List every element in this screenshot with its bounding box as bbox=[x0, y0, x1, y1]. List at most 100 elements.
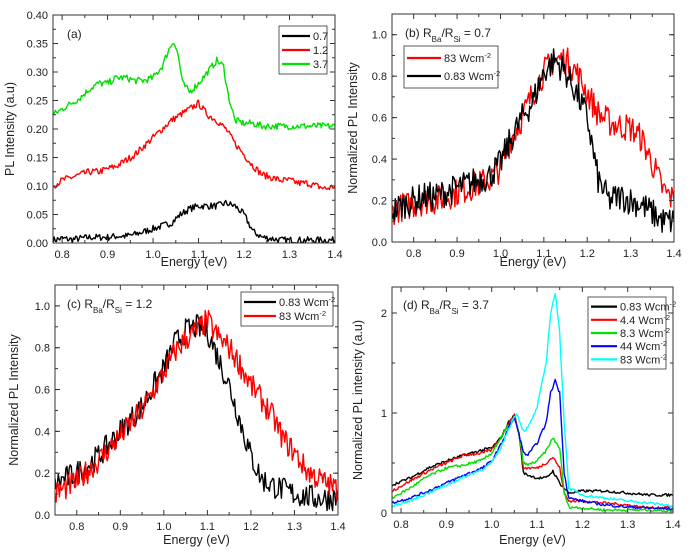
legend-label-part: 83 Wcm bbox=[444, 53, 484, 65]
x-tick-label: 1.3 bbox=[623, 248, 638, 260]
x-tick-label: 1.0 bbox=[484, 519, 499, 531]
panel-a: 0.8 0.9 1.0 1.1 1.2 1.3 1.4 0.00 0.05 0.10 0.15 0.2… bbox=[3, 10, 343, 269]
x-tick-label: 0.8 bbox=[54, 249, 69, 261]
y-tick-label: 0.30 bbox=[27, 67, 48, 79]
x-axis-title: Energy (eV) bbox=[163, 533, 230, 547]
y-tick-label: 0.35 bbox=[27, 39, 48, 51]
legend-label-part: 0.7 bbox=[313, 31, 328, 43]
legend: 0.83 Wcm-24.4 Wcm-28.3 Wcm-244 Wcm-283 W… bbox=[587, 296, 676, 370]
legend-label: 0.83 Wcm-2 bbox=[279, 295, 335, 310]
y-tick-label: 0.10 bbox=[27, 181, 48, 193]
y-tick-label: 1.0 bbox=[35, 301, 50, 313]
y-tick-label: 0 bbox=[381, 508, 387, 520]
panel-b: 0.8 0.9 1.0 1.1 1.2 1.3 1.40.00.20.40.60.81.0E… bbox=[346, 13, 682, 269]
y-axis-title: Normalized PL intensity (a.u) bbox=[351, 320, 365, 480]
y-tick-label: 0.0 bbox=[35, 510, 50, 522]
y-tick-label: 0.0 bbox=[372, 237, 387, 249]
x-tick-label: 1.1 bbox=[191, 249, 206, 261]
panel-annotation-part: (c) R bbox=[67, 297, 93, 311]
series-line-0 bbox=[53, 199, 335, 243]
legend-label: 83 Wcm-2 bbox=[620, 352, 667, 367]
x-tick-label: 0.8 bbox=[69, 521, 84, 533]
panel-annotation-part: Si bbox=[453, 35, 460, 44]
panel-annotation-part: Ba bbox=[432, 35, 442, 44]
legend-label-part: -2 bbox=[660, 352, 667, 361]
legend: 0.7 1.2 3.7 bbox=[278, 25, 328, 75]
legend-label: 0.83 Wcm-2 bbox=[620, 299, 676, 314]
panel-annotation: (b) RBa/RSi = 0.7 bbox=[405, 26, 491, 44]
x-tick-label: 1.4 bbox=[666, 248, 681, 260]
legend-label-part: 4.4 Wcm bbox=[620, 315, 663, 327]
legend-label-part: -2 bbox=[670, 299, 677, 308]
legend-label: 83 Wcm-2 bbox=[279, 309, 326, 324]
x-tick-label: 1.1 bbox=[536, 248, 551, 260]
legend-label: 44 Wcm-2 bbox=[620, 339, 667, 354]
x-tick-label: 1.0 bbox=[156, 521, 171, 533]
y-tick-label: 0.20 bbox=[27, 124, 48, 136]
legend-label-part: -2 bbox=[329, 295, 336, 304]
legend-label: 3.7 bbox=[313, 59, 328, 71]
legend-label-part: 0.83 Wcm bbox=[279, 297, 329, 309]
y-tick-label: 0.4 bbox=[35, 426, 50, 438]
x-tick-label: 1.2 bbox=[580, 248, 595, 260]
panel-annotation-part: (d) R bbox=[403, 298, 430, 312]
x-tick-label: 0.9 bbox=[439, 519, 454, 531]
panel-annotation-part: /R bbox=[439, 298, 451, 312]
series-line-1 bbox=[53, 99, 335, 191]
panel-annotation-part: (b) R bbox=[405, 26, 432, 40]
legend-label: 4.4 Wcm-2 bbox=[620, 312, 670, 327]
x-tick-label: 0.8 bbox=[393, 519, 408, 531]
y-axis-title: Normalized PL Intensity bbox=[346, 61, 360, 193]
x-tick-label: 1.1 bbox=[529, 519, 544, 531]
x-tick-label: 1.3 bbox=[287, 521, 302, 533]
series-line-1 bbox=[392, 48, 674, 233]
panel-annotation-part: = 1.2 bbox=[122, 297, 153, 311]
x-tick-label: 1.2 bbox=[236, 249, 251, 261]
panel-annotation-part: /R bbox=[103, 297, 115, 311]
x-tick-label: 0.8 bbox=[406, 248, 421, 260]
legend-label-part: -2 bbox=[494, 69, 501, 78]
x-tick-label: 1.0 bbox=[145, 249, 160, 261]
series-line-3 bbox=[392, 378, 673, 511]
y-tick-label: 2 bbox=[381, 308, 387, 320]
x-tick-label: 0.9 bbox=[449, 248, 464, 260]
y-tick-label: 0.8 bbox=[372, 71, 387, 83]
panel-annotation: (a) bbox=[67, 27, 82, 41]
legend-label-part: 0.83 Wcm bbox=[444, 71, 494, 83]
x-tick-label: 1.0 bbox=[493, 248, 508, 260]
legend-label: 1.2 bbox=[313, 45, 328, 57]
x-tick-label: 1.3 bbox=[620, 519, 635, 531]
panel-annotation-part: Ba bbox=[430, 307, 440, 316]
y-axis-title: PL Intensity (a.u) bbox=[3, 82, 17, 176]
legend-label-part: 0.83 Wcm bbox=[620, 302, 670, 314]
legend-label-part: 3.7 bbox=[313, 59, 328, 71]
series-line-1 bbox=[392, 413, 673, 510]
legend-label-part: -2 bbox=[663, 326, 670, 335]
y-tick-label: 0.8 bbox=[35, 343, 50, 355]
x-tick-label: 0.9 bbox=[113, 521, 128, 533]
x-tick-label: 1.4 bbox=[330, 521, 345, 533]
series-line-0 bbox=[55, 314, 338, 512]
legend: 0.83 Wcm-283 Wcm-2 bbox=[240, 291, 335, 327]
legend-label: 83 Wcm-2 bbox=[444, 51, 491, 66]
plot-frame bbox=[391, 286, 674, 514]
panel-annotation-part: /R bbox=[441, 26, 453, 40]
panel-d: 0.8 0.9 1.0 1.1 1.2 1.3 1.4 0 1 2 Energy (eV) Norma… bbox=[351, 286, 681, 547]
plot-frame bbox=[54, 284, 339, 516]
x-tick-label: 1.2 bbox=[575, 519, 590, 531]
legend-label-part: 83 Wcm bbox=[620, 354, 660, 366]
y-tick-label: 0.40 bbox=[27, 10, 48, 22]
y-tick-label: 0.6 bbox=[372, 113, 387, 125]
legend-box bbox=[403, 45, 499, 89]
y-tick-label: 0.15 bbox=[27, 153, 48, 165]
panel-annotation-part: = 0.7 bbox=[461, 26, 492, 40]
y-tick-label: 0.6 bbox=[35, 385, 50, 397]
panel-annotation-part: (a) bbox=[67, 27, 82, 41]
legend-label-part: -2 bbox=[660, 339, 667, 348]
x-tick-label: 0.9 bbox=[100, 249, 115, 261]
panel-c: 0.8 0.9 1.0 1.1 1.2 1.3 1.40.00.20.40.60.81.0E… bbox=[7, 284, 346, 547]
panel-annotation: (c) RBa/RSi = 1.2 bbox=[67, 297, 153, 315]
x-axis-title: Energy (eV) bbox=[499, 533, 566, 547]
y-axis-title: Normalized PL Intensity bbox=[7, 333, 21, 465]
